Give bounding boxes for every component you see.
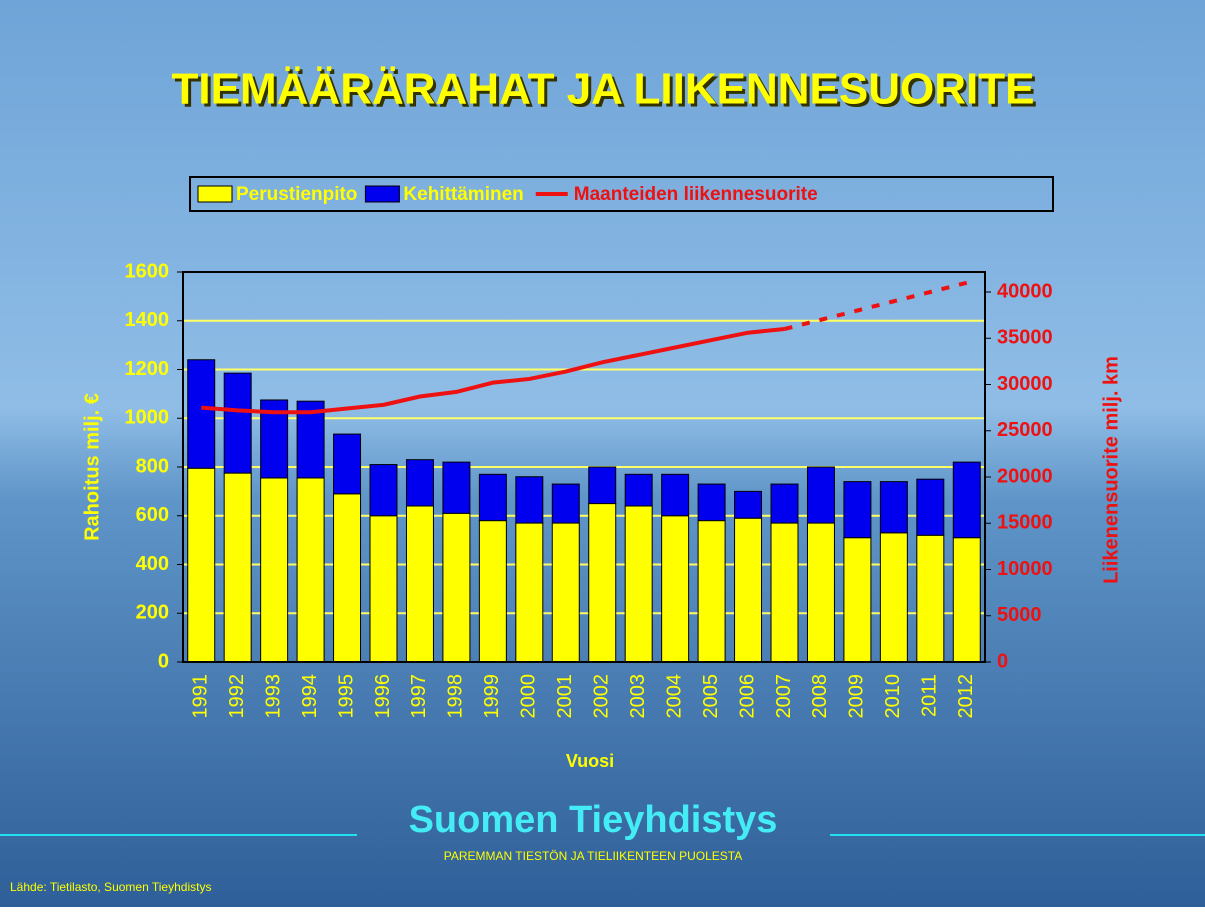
y2-tick-label: 30000 bbox=[997, 373, 1053, 395]
y2-tick-label: 20000 bbox=[997, 465, 1053, 487]
x-tick-label: 2004 bbox=[663, 674, 685, 719]
bar bbox=[625, 506, 652, 662]
chart-title: TIEMÄÄRÄRAHAT JA LIIKENNESUORITE bbox=[172, 65, 1035, 114]
bar bbox=[406, 506, 433, 662]
y-tick-label: 1400 bbox=[125, 309, 170, 331]
x-tick-label: 1999 bbox=[481, 674, 503, 719]
bar bbox=[261, 478, 288, 662]
x-tick-label: 1995 bbox=[335, 674, 357, 719]
bar bbox=[953, 538, 980, 662]
bar bbox=[370, 516, 397, 662]
y-tick-label: 400 bbox=[136, 553, 169, 575]
background bbox=[0, 0, 1205, 907]
bar bbox=[589, 504, 616, 662]
bar bbox=[552, 484, 579, 523]
bar bbox=[224, 473, 251, 662]
x-tick-label: 2011 bbox=[919, 674, 941, 717]
bar bbox=[188, 360, 215, 468]
y2-tick-label: 0 bbox=[997, 650, 1008, 672]
slide: TIEMÄÄRÄRAHAT JA LIIKENNESUORITE TIEMÄÄR… bbox=[0, 0, 1205, 907]
bar bbox=[589, 467, 616, 504]
bar bbox=[771, 484, 798, 523]
x-tick-label: 2002 bbox=[591, 674, 613, 719]
x-tick-label: 2006 bbox=[736, 674, 758, 719]
y-axis-label: Rahoitus milj. € bbox=[81, 393, 103, 541]
bar bbox=[735, 491, 762, 518]
y2-tick-label: 35000 bbox=[997, 327, 1053, 349]
bar bbox=[479, 474, 506, 520]
bar bbox=[917, 535, 944, 662]
legend-label: Perustienpito bbox=[236, 184, 357, 205]
x-tick-label: 2003 bbox=[627, 674, 649, 719]
bar bbox=[516, 523, 543, 662]
page: TIEMÄÄRÄRAHAT JA LIIKENNESUORITE TIEMÄÄR… bbox=[0, 0, 1205, 907]
bar bbox=[224, 373, 251, 473]
bar bbox=[735, 518, 762, 662]
y2-tick-label: 5000 bbox=[997, 604, 1042, 626]
x-tick-label: 2005 bbox=[700, 674, 722, 719]
y-tick-label: 0 bbox=[158, 650, 169, 672]
bar bbox=[625, 474, 652, 506]
x-tick-label: 1993 bbox=[262, 674, 284, 719]
brand: Suomen Tieyhdistys bbox=[409, 799, 778, 841]
x-axis-label: Vuosi bbox=[566, 751, 614, 771]
y-tick-label: 200 bbox=[136, 602, 169, 624]
legend-label: Kehittäminen bbox=[403, 184, 523, 205]
x-tick-label: 2007 bbox=[773, 674, 795, 719]
x-tick-label: 1996 bbox=[372, 674, 394, 719]
bar bbox=[552, 523, 579, 662]
bar bbox=[698, 521, 725, 662]
bar bbox=[953, 462, 980, 538]
y-tick-label: 1600 bbox=[125, 260, 170, 282]
source: Lähde: Tietilasto, Suomen Tieyhdistys bbox=[10, 880, 211, 894]
x-tick-label: 2001 bbox=[554, 674, 576, 719]
bar bbox=[516, 477, 543, 523]
bar bbox=[443, 513, 470, 662]
bar bbox=[297, 478, 324, 662]
bar bbox=[370, 465, 397, 516]
x-tick-label: 1998 bbox=[445, 674, 467, 719]
x-tick-label: 1992 bbox=[226, 674, 248, 719]
bar bbox=[406, 460, 433, 506]
y-tick-label: 800 bbox=[136, 455, 169, 477]
x-tick-label: 2012 bbox=[955, 674, 977, 719]
x-tick-label: 2009 bbox=[846, 674, 868, 719]
x-tick-label: 1991 bbox=[190, 674, 212, 719]
y-tick-label: 600 bbox=[136, 504, 169, 526]
bar bbox=[334, 494, 361, 662]
y2-tick-label: 40000 bbox=[997, 280, 1053, 302]
legend-swatch bbox=[365, 186, 399, 202]
y2-tick-label: 15000 bbox=[997, 512, 1053, 534]
bar bbox=[662, 474, 689, 515]
bar bbox=[917, 479, 944, 535]
bar bbox=[807, 467, 834, 523]
x-tick-label: 2000 bbox=[518, 674, 540, 719]
bar bbox=[880, 533, 907, 662]
bar bbox=[443, 462, 470, 513]
bar bbox=[334, 434, 361, 494]
x-tick-label: 2010 bbox=[882, 674, 904, 719]
x-tick-label: 1994 bbox=[299, 674, 321, 719]
bar bbox=[698, 484, 725, 521]
x-tick-label: 2008 bbox=[809, 674, 831, 719]
y2-axis-label: Liikenensuorite milj. km bbox=[1100, 356, 1122, 584]
y2-tick-label: 25000 bbox=[997, 419, 1053, 441]
legend-label: Maanteiden liikennesuorite bbox=[574, 184, 818, 205]
bar bbox=[844, 482, 871, 538]
bar bbox=[771, 523, 798, 662]
bar bbox=[479, 521, 506, 662]
y2-tick-label: 10000 bbox=[997, 558, 1053, 580]
bar bbox=[844, 538, 871, 662]
bar bbox=[880, 482, 907, 533]
bar bbox=[188, 468, 215, 662]
legend-swatch bbox=[198, 186, 232, 202]
bar bbox=[662, 516, 689, 662]
tagline: PAREMMAN TIESTÖN JA TIELIIKENTEEN PUOLES… bbox=[444, 849, 743, 863]
x-tick-label: 1997 bbox=[408, 674, 430, 719]
bar bbox=[807, 523, 834, 662]
y-tick-label: 1200 bbox=[125, 358, 170, 380]
y-tick-label: 1000 bbox=[125, 407, 170, 429]
